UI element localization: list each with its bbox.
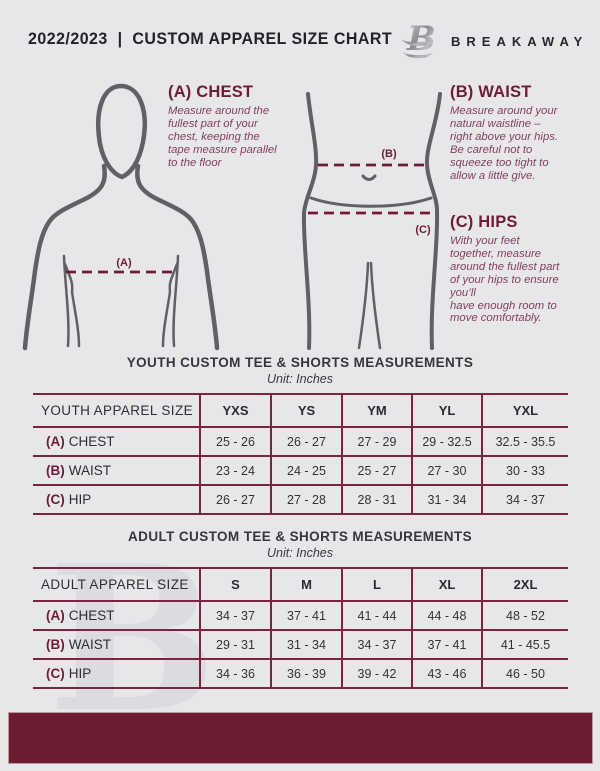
size-col-header: YM (341, 394, 412, 427)
size-col-header: L (341, 568, 412, 601)
table-row: (C) HIP 34 - 36 36 - 39 39 - 42 43 - 46 4… (33, 659, 568, 688)
adult-size-table: ADULT APPAREL SIZE S M L XL 2XL (A) CHEST… (33, 567, 568, 689)
table-cell: 26 - 27 (199, 485, 271, 514)
brand-logo: B BREAKAWAY (398, 16, 588, 62)
row-name: CHEST (68, 608, 115, 623)
table-cell: 34 - 37 (199, 601, 271, 630)
table-header-row: YOUTH APPAREL SIZE YXS YS YM YL YXL (33, 394, 568, 427)
svg-text:B: B (406, 19, 436, 59)
row-label: (C) HIP (33, 659, 200, 688)
size-col-header: M (270, 568, 342, 601)
chest-description: Measure around the fullest part of your … (168, 105, 277, 169)
size-col-header: YL (411, 394, 482, 427)
table-cell: 37 - 41 (411, 630, 482, 659)
figure-outline (22, 83, 220, 351)
table-row: (A) CHEST 34 - 37 37 - 41 41 - 44 44 - 48… (33, 601, 568, 630)
size-col-header: YXS (199, 394, 271, 427)
table-cell: 29 - 32.5 (411, 427, 482, 456)
watermark-logo-icon: B (48, 522, 218, 757)
page-title: 2022/2023 | CUSTOM APPAREL SIZE CHART (28, 29, 393, 48)
table-cell: 41 - 44 (341, 601, 412, 630)
youth-table-title: YOUTH CUSTOM TEE & SHORTS MEASUREMENTS (126, 355, 474, 370)
row-name: HIP (68, 492, 92, 507)
table-cell: 31 - 34 (270, 630, 342, 659)
row-prefix: (C) (46, 492, 65, 507)
table-cell: 48 - 52 (481, 601, 568, 630)
table-cell: 29 - 31 (199, 630, 271, 659)
footer-bar (8, 712, 593, 764)
row-name: WAIST (68, 637, 111, 652)
row-label: (B) WAIST (33, 630, 200, 659)
size-row-header: ADULT APPAREL SIZE (41, 577, 189, 592)
table-row: (B) WAIST 29 - 31 31 - 34 34 - 37 37 - 41… (33, 630, 568, 659)
youth-size-table: YOUTH APPAREL SIZE YXS YS YM YL YXL (A) C… (33, 393, 568, 515)
hips-description: With your feet together, measure around … (450, 235, 560, 325)
row-prefix: (B) (46, 637, 65, 652)
size-col-header: XL (411, 568, 482, 601)
size-col-header: YS (270, 394, 342, 427)
row-prefix: (B) (46, 463, 65, 478)
table-row: (B) WAIST 23 - 24 24 - 25 25 - 27 27 - 30… (33, 456, 568, 485)
row-label: (A) CHEST (33, 601, 200, 630)
table-cell: 32.5 - 35.5 (481, 427, 568, 456)
waist-marker-label: (B) (381, 148, 397, 160)
table-cell: 23 - 24 (199, 456, 271, 485)
row-prefix: (C) (46, 666, 65, 681)
table-cell: 44 - 48 (411, 601, 482, 630)
row-label: (A) CHEST (33, 427, 200, 456)
table-cell: 27 - 28 (270, 485, 342, 514)
row-prefix: (A) (46, 434, 65, 449)
figure-outline (301, 92, 442, 350)
table-cell: 34 - 37 (341, 630, 412, 659)
table-cell: 27 - 30 (411, 456, 482, 485)
brand-name: BREAKAWAY (451, 33, 589, 49)
table-header-row: ADULT APPAREL SIZE S M L XL 2XL (33, 568, 568, 601)
table-cell: 27 - 29 (341, 427, 412, 456)
table-cell: 28 - 31 (341, 485, 412, 514)
hips-heading: (C) HIPS (450, 213, 518, 231)
waist-description: Measure around your natural waistline – … (450, 105, 559, 182)
table-cell: 34 - 36 (199, 659, 271, 688)
size-col-header: 2XL (481, 568, 568, 601)
table-cell: 37 - 41 (270, 601, 342, 630)
table-cell: 41 - 45.5 (481, 630, 568, 659)
table-cell: 36 - 39 (270, 659, 342, 688)
table-row: (A) CHEST 25 - 26 26 - 27 27 - 29 29 - 32… (33, 427, 568, 456)
breakaway-b-icon: B (400, 19, 436, 59)
row-prefix: (A) (46, 608, 65, 623)
adult-table-unit: Unit: Inches (266, 546, 333, 560)
table-cell: 31 - 34 (411, 485, 482, 514)
row-name: WAIST (68, 463, 111, 478)
size-row-header: YOUTH APPAREL SIZE (41, 403, 193, 418)
table-row: (C) HIP 26 - 27 27 - 28 28 - 31 31 - 34 3… (33, 485, 568, 514)
adult-table-title: ADULT CUSTOM TEE & SHORTS MEASUREMENTS (128, 529, 472, 544)
chest-heading: (A) CHEST (168, 83, 254, 101)
row-name: HIP (68, 666, 92, 681)
hips-marker-label: (C) (415, 224, 431, 236)
table-cell: 24 - 25 (270, 456, 342, 485)
waist-hips-figure-illustration: (B) (C) (301, 92, 442, 350)
youth-table-unit: Unit: Inches (266, 372, 333, 386)
table-cell: 34 - 37 (481, 485, 568, 514)
chest-marker-label: (A) (116, 257, 132, 269)
size-col-header: YXL (481, 394, 568, 427)
table-cell: 43 - 46 (411, 659, 482, 688)
table-cell: 26 - 27 (270, 427, 342, 456)
row-name: CHEST (68, 434, 115, 449)
table-cell: 46 - 50 (481, 659, 568, 688)
table-cell: 30 - 33 (481, 456, 568, 485)
waist-heading: (B) WAIST (450, 83, 532, 101)
row-label: (C) HIP (33, 485, 200, 514)
table-cell: 25 - 27 (341, 456, 412, 485)
size-col-header: S (199, 568, 271, 601)
torso-figure-illustration: (A) (22, 83, 220, 351)
table-cell: 39 - 42 (341, 659, 412, 688)
row-label: (B) WAIST (33, 456, 200, 485)
table-cell: 25 - 26 (199, 427, 271, 456)
